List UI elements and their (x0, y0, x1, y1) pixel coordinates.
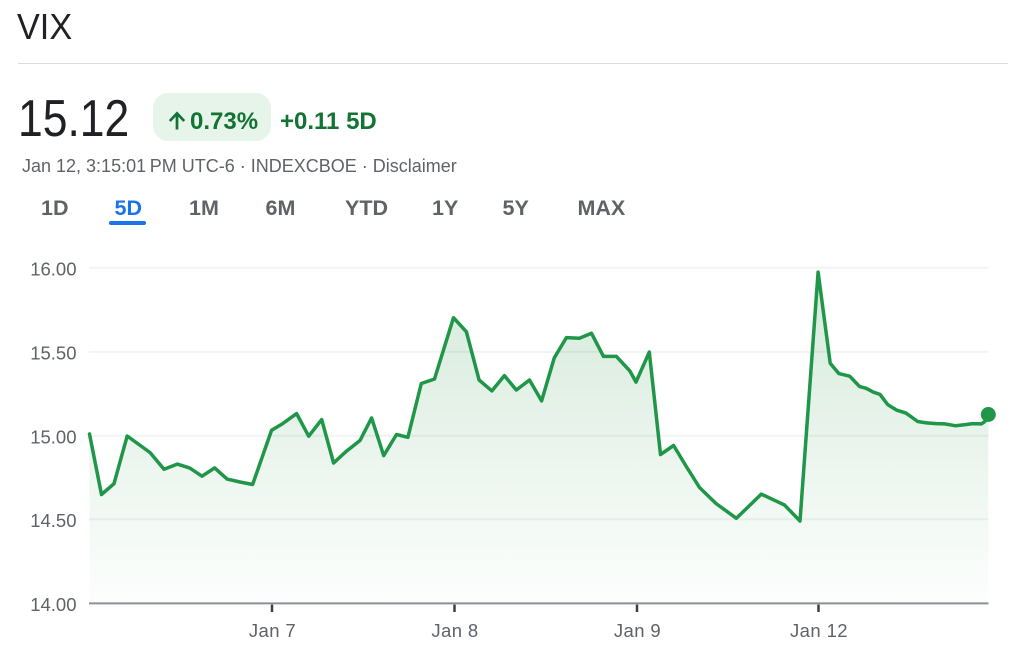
svg-text:Jan 8: Jan 8 (431, 620, 478, 641)
svg-text:15.00: 15.00 (30, 426, 76, 447)
svg-text:14.00: 14.00 (30, 594, 76, 615)
svg-text:14.50: 14.50 (30, 510, 76, 531)
svg-text:16.00: 16.00 (30, 259, 76, 280)
svg-text:Jan 7: Jan 7 (249, 620, 296, 641)
svg-text:Jan 12: Jan 12 (790, 620, 848, 641)
svg-text:Jan 9: Jan 9 (614, 620, 661, 641)
svg-text:15.50: 15.50 (30, 343, 76, 364)
